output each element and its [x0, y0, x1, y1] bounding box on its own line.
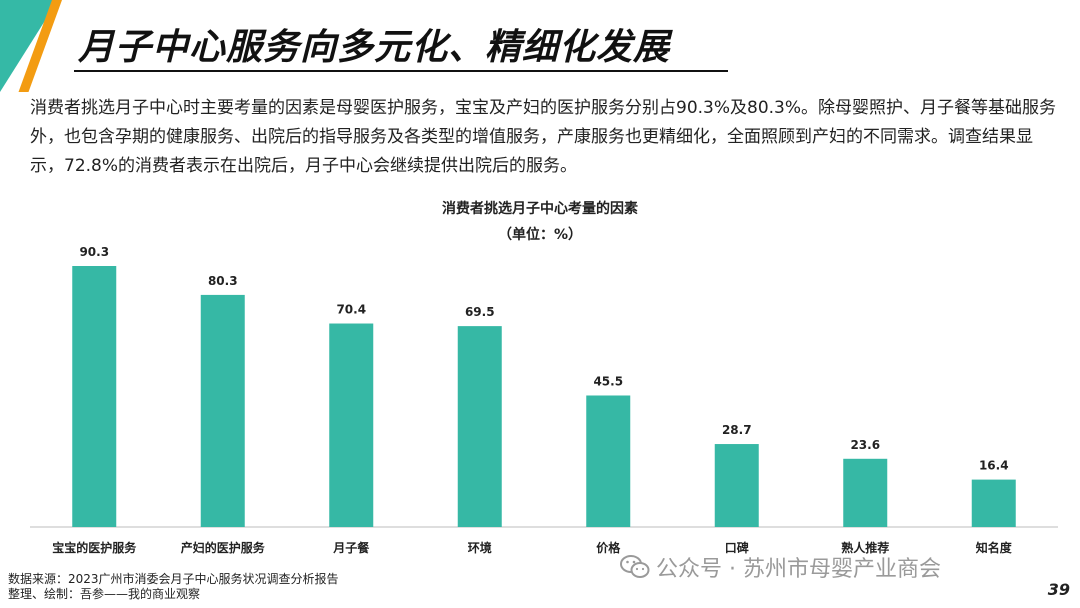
data-label: 28.7 — [722, 423, 752, 437]
x-tick-label: 口碑 — [725, 540, 749, 555]
data-label: 90.3 — [79, 245, 109, 259]
intro-paragraph: 消费者挑选月子中心时主要考量的因素是母婴医护服务，宝宝及产妇的医护服务分别占90… — [30, 98, 1057, 176]
x-tick-label: 知名度 — [975, 540, 1013, 555]
x-tick-label: 价格 — [596, 540, 621, 555]
page-title: 月子中心服务向多元化、精细化发展 — [78, 27, 671, 68]
data-label: 69.5 — [465, 305, 495, 319]
watermark: 公众号 · 苏州市母婴产业商会 — [620, 551, 941, 583]
bar — [72, 266, 117, 527]
source-line-data: 数据来源：2023广州市消委会月子中心服务状况调查分析报告 — [8, 572, 339, 586]
x-tick-label: 熟人推荐 — [841, 540, 889, 555]
x-tick-label: 月子餐 — [332, 540, 370, 555]
bar — [714, 444, 759, 527]
page-number: 39 — [1047, 580, 1070, 599]
data-label: 70.4 — [336, 303, 366, 317]
x-tick-label: 环境 — [468, 540, 492, 555]
source-note: 数据来源：2023广州市消委会月子中心服务状况调查分析报告 整理、绘制：吾参——… — [8, 572, 339, 602]
x-tick-label: 宝宝的医护服务 — [52, 540, 137, 555]
wechat-icon — [620, 555, 650, 578]
bar — [971, 479, 1016, 527]
chart-title: 消费者挑选月子中心考量的因素 — [442, 201, 638, 217]
watermark-text: 公众号 · 苏州市母婴产业商会 — [656, 557, 941, 582]
data-label: 16.4 — [979, 459, 1009, 473]
title-underline — [74, 70, 728, 72]
x-tick-label: 产妇的医护服务 — [181, 540, 266, 555]
data-label: 80.3 — [208, 274, 238, 288]
bar — [200, 294, 245, 527]
data-label: 23.6 — [850, 438, 880, 452]
bar — [586, 395, 631, 527]
source-line-credit: 整理、绘制：吾参——我的商业观察 — [8, 587, 201, 601]
bar — [329, 323, 374, 527]
bar — [843, 458, 888, 527]
chart-subtitle: （单位：%） — [497, 227, 583, 243]
bar — [457, 326, 502, 527]
data-label: 45.5 — [593, 374, 623, 388]
